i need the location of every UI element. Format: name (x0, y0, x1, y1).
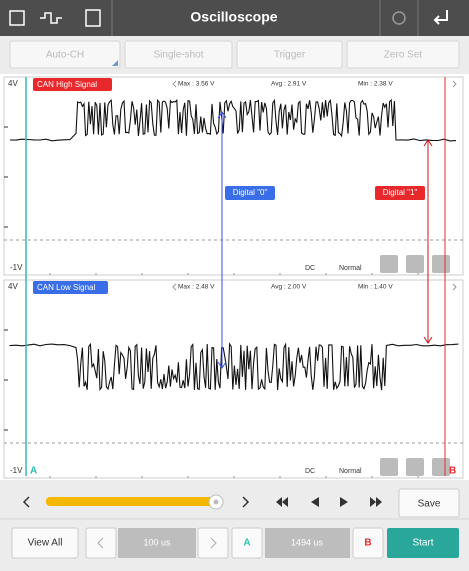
time-span-box (265, 528, 350, 558)
fast-forward[interactable] (370, 497, 382, 507)
toolbar-button-label: Single-shot (153, 50, 203, 61)
digital-0-label: Digital "0" (233, 188, 268, 197)
stat-avg: Avg : 2.00 V (271, 284, 307, 291)
scroll-right[interactable] (242, 496, 250, 508)
save-label: Save (418, 499, 441, 510)
panel-tool-button[interactable] (432, 255, 450, 273)
menu-icon[interactable] (9, 10, 25, 26)
file-icon[interactable] (85, 9, 101, 27)
digital-1-badge (375, 186, 425, 200)
toolbar-button[interactable] (236, 40, 343, 69)
left-arrow (172, 80, 177, 88)
cursor-a-button[interactable] (231, 527, 263, 559)
signal-name: CAN High Signal (37, 80, 97, 89)
coupling: DC (305, 468, 315, 475)
panel-tool-button[interactable] (406, 255, 424, 273)
waveform (9, 342, 459, 392)
stat-max: Max : 2.48 V (178, 284, 215, 291)
header-title: Oscilloscope (190, 9, 277, 25)
left-arrow (172, 283, 177, 291)
digital-1-label: Digital "1" (383, 188, 418, 197)
trigger-mode: Normal (339, 468, 362, 475)
digital-0-badge (225, 186, 275, 200)
stat-max: Max : 3.56 V (178, 81, 215, 88)
stat-min: Min : 1.40 V (358, 284, 393, 291)
right-arrow (452, 283, 457, 291)
toolbar-button[interactable] (346, 40, 460, 69)
signal-badge (33, 281, 108, 294)
time-next-button[interactable] (197, 527, 229, 559)
right-arrow (452, 80, 457, 88)
header-bar (0, 0, 469, 36)
chevron (97, 537, 104, 549)
refresh-icon[interactable] (392, 11, 406, 25)
toolbar-button[interactable] (9, 40, 121, 69)
step-back[interactable] (311, 497, 319, 507)
signal-name: CAN Low Signal (37, 283, 95, 292)
toolbar-button-label: Auto-CH (46, 50, 84, 61)
start-button[interactable] (387, 528, 459, 558)
stat-min: Min : 2.38 V (358, 81, 393, 88)
signal-icon[interactable] (40, 12, 62, 24)
view-all-label: View All (28, 538, 63, 549)
top-label: 4V (8, 282, 18, 291)
panel-tool-button[interactable] (380, 458, 398, 476)
panel-tool-button[interactable] (406, 458, 424, 476)
waveform (9, 98, 457, 142)
top-label: 4V (8, 79, 18, 88)
back-icon[interactable] (433, 10, 448, 25)
bottom-label: -1V (10, 466, 23, 475)
scroll-knob-dot (213, 499, 219, 505)
bottom-label: -1V (10, 263, 23, 272)
view-all-button[interactable] (11, 527, 79, 559)
signal-badge (33, 78, 112, 91)
time-div-box (118, 528, 196, 558)
time-span: 1494 us (291, 537, 324, 547)
stat-avg: Avg : 2.91 V (271, 81, 307, 88)
step-forward[interactable] (340, 497, 348, 507)
toolbar-button[interactable] (124, 40, 233, 69)
trigger-mode: Normal (339, 265, 362, 272)
arrow-head (217, 111, 227, 369)
cursor-a-label: A (30, 466, 37, 477)
cursor-b-label: B (449, 466, 456, 477)
save-button[interactable] (398, 488, 460, 518)
start-label: Start (412, 538, 433, 549)
cursor-a-button-label: A (243, 538, 250, 549)
coupling: DC (305, 265, 315, 272)
scroll-track (46, 497, 216, 506)
dropdown-corner (112, 60, 118, 66)
scroll-left[interactable] (22, 496, 30, 508)
rewind[interactable] (276, 497, 288, 507)
time-div: 100 us (143, 537, 171, 547)
cursor-b-button[interactable] (352, 527, 384, 559)
panel-tool-button[interactable] (432, 458, 450, 476)
chevron (210, 537, 217, 549)
toolbar-button-label: Trigger (274, 50, 306, 61)
toolbar-button-label: Zero Set (384, 50, 423, 61)
time-prev-button[interactable] (85, 527, 117, 559)
arrow-head (423, 139, 433, 344)
panel-tool-button[interactable] (380, 255, 398, 273)
cursor-b-button-label: B (364, 538, 371, 549)
